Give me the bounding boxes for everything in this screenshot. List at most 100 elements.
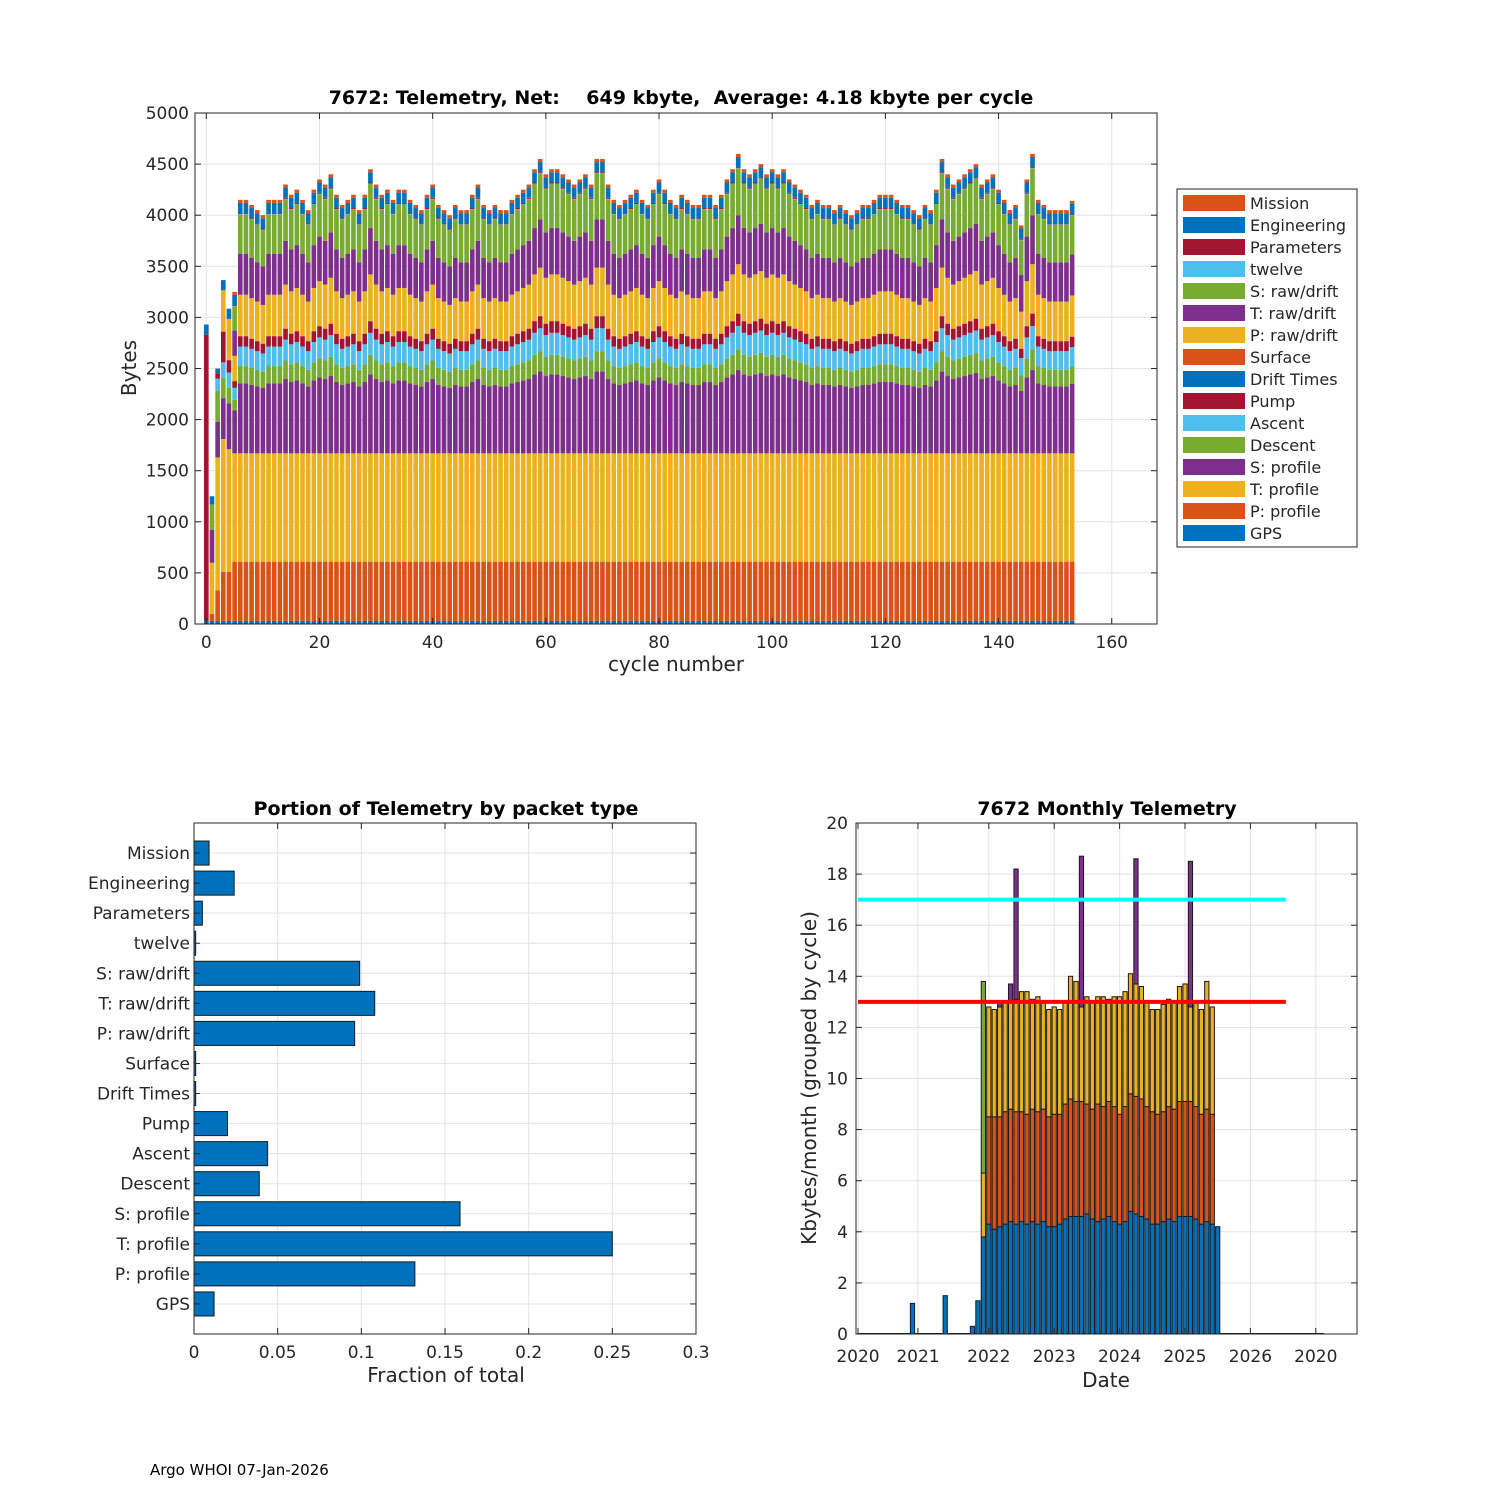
- cycle-bar-segment: [967, 183, 973, 185]
- cycle-bar-segment: [486, 620, 492, 624]
- cycle-bar-segment: [752, 374, 758, 454]
- cycle-bar-segment: [577, 325, 583, 327]
- cycle-bar-segment: [764, 189, 769, 233]
- cycle-bar-segment: [990, 174, 996, 178]
- cycle-bar-segment: [741, 183, 747, 185]
- cycle-bar-segment: [594, 173, 600, 220]
- cycle-bar-segment: [300, 335, 305, 337]
- cycle-bar-segment: [905, 348, 911, 368]
- cycle-bar-segment: [379, 333, 385, 334]
- cycle-bar-segment: [430, 561, 435, 621]
- cycle-bar-segment: [1064, 210, 1069, 214]
- legend-swatch: [1183, 261, 1245, 277]
- cycle-bar-segment: [430, 184, 435, 188]
- cycle-bar-segment: [883, 291, 888, 334]
- cycle-bar-segment: [622, 294, 628, 336]
- cycle-bar-segment: [1058, 369, 1064, 387]
- cycle-bar-segment: [730, 354, 735, 375]
- cycle-bar-segment: [622, 366, 628, 384]
- cycle-bar-segment: [249, 620, 254, 624]
- cycle-bar-segment: [945, 561, 950, 621]
- cycle-bar-segment: [696, 620, 701, 624]
- cycle-bar-segment: [317, 179, 322, 183]
- fraction-bar: [193, 990, 376, 1016]
- cycle-bar-segment: [645, 257, 651, 299]
- cycle-bar-segment: [345, 214, 351, 215]
- month-bar-segment: [1160, 1111, 1166, 1223]
- cycle-bar-segment: [905, 338, 911, 339]
- month-bar-segment: [1122, 1221, 1128, 1335]
- cycle-bar-segment: [509, 199, 515, 203]
- cycle-bar-segment: [696, 218, 701, 220]
- month-bar-segment: [1002, 1001, 1008, 1113]
- cycle-bar-segment: [820, 338, 826, 339]
- cycle-bar-segment: [402, 620, 407, 624]
- cycle-bar-segment: [294, 287, 300, 331]
- month-bar-segment: [1029, 1108, 1036, 1223]
- cycle-bar-segment: [747, 174, 752, 178]
- legend-label: T: raw/drift: [1249, 304, 1336, 323]
- cycle-bar-segment: [458, 301, 464, 341]
- month-bar-segment: [1138, 1098, 1145, 1217]
- cycle-bar-segment: [696, 561, 701, 621]
- cycle-bar-segment: [537, 453, 543, 562]
- month-bar-segment: [1073, 1100, 1079, 1217]
- cycle-bar-segment: [849, 453, 854, 562]
- cycle-bar-segment: [328, 376, 334, 454]
- cycle-bar-segment: [520, 245, 526, 288]
- y-tick-label: 2000: [146, 411, 189, 431]
- cycle-bar-segment: [396, 620, 402, 624]
- cycle-bar-segment: [1047, 224, 1052, 263]
- cycle-bar-segment: [679, 197, 684, 209]
- cycle-bar-segment: [345, 383, 351, 454]
- cycle-bar-segment: [441, 351, 447, 370]
- cycle-bar-segment: [764, 356, 769, 377]
- cycle-bar-segment: [390, 346, 396, 367]
- cycle-bar-segment: [973, 223, 979, 272]
- cycle-bar-segment: [713, 298, 718, 339]
- cycle-bar-segment: [277, 561, 283, 621]
- cycle-bar-segment: [996, 202, 1001, 204]
- cycle-bar-segment: [815, 346, 820, 367]
- month-bar-segment: [1149, 1009, 1155, 1113]
- cycle-bar-segment: [639, 213, 645, 215]
- cycle-bar-segment: [1069, 200, 1075, 204]
- cycle-bar-segment: [379, 561, 385, 621]
- month-bar-segment: [991, 1116, 997, 1230]
- cycle-bar-segment: [300, 620, 305, 624]
- cycle-bar-segment: [498, 213, 503, 224]
- cycle-bar-segment: [351, 344, 356, 365]
- cycle-bar-segment: [690, 620, 696, 624]
- cycle-bar-segment: [752, 320, 758, 322]
- cycle-bar-segment: [458, 620, 464, 624]
- cycle-bar-segment: [843, 369, 849, 387]
- cycle-bar-segment: [588, 360, 594, 380]
- fraction-bar: [193, 1141, 269, 1167]
- cycle-bar-segment: [877, 291, 883, 334]
- cycle-bar-segment: [328, 187, 334, 189]
- cycle-bar-segment: [611, 366, 617, 384]
- cycle-bar-segment: [396, 453, 402, 562]
- cycle-bar-segment: [735, 313, 741, 314]
- cycle-bar-segment: [973, 453, 979, 562]
- cycle-bar-segment: [673, 620, 679, 624]
- cycle-bar-segment: [741, 561, 747, 621]
- packet-chart-xlabel: Fraction of total: [367, 1363, 525, 1387]
- cycle-bar-segment: [220, 398, 226, 440]
- cycle-bar-segment: [979, 240, 984, 285]
- cycle-bar-segment: [883, 344, 888, 365]
- cycle-bar-segment: [339, 219, 345, 220]
- legend-swatch: [1183, 283, 1245, 299]
- cycle-bar-segment: [786, 179, 792, 183]
- cycle-bar-segment: [928, 620, 933, 624]
- cycle-bar-segment: [237, 214, 243, 215]
- cycle-bar-segment: [979, 379, 984, 454]
- cycle-bar-segment: [781, 320, 786, 322]
- cycle-bar-segment: [752, 561, 758, 621]
- cycle-bar-segment: [945, 188, 950, 190]
- cycle-bar-segment: [905, 620, 911, 624]
- cycle-bar-segment: [413, 338, 419, 349]
- cycle-bar-segment: [798, 287, 803, 331]
- cycle-bar-segment: [356, 620, 362, 624]
- cycle-bar-segment: [588, 284, 594, 329]
